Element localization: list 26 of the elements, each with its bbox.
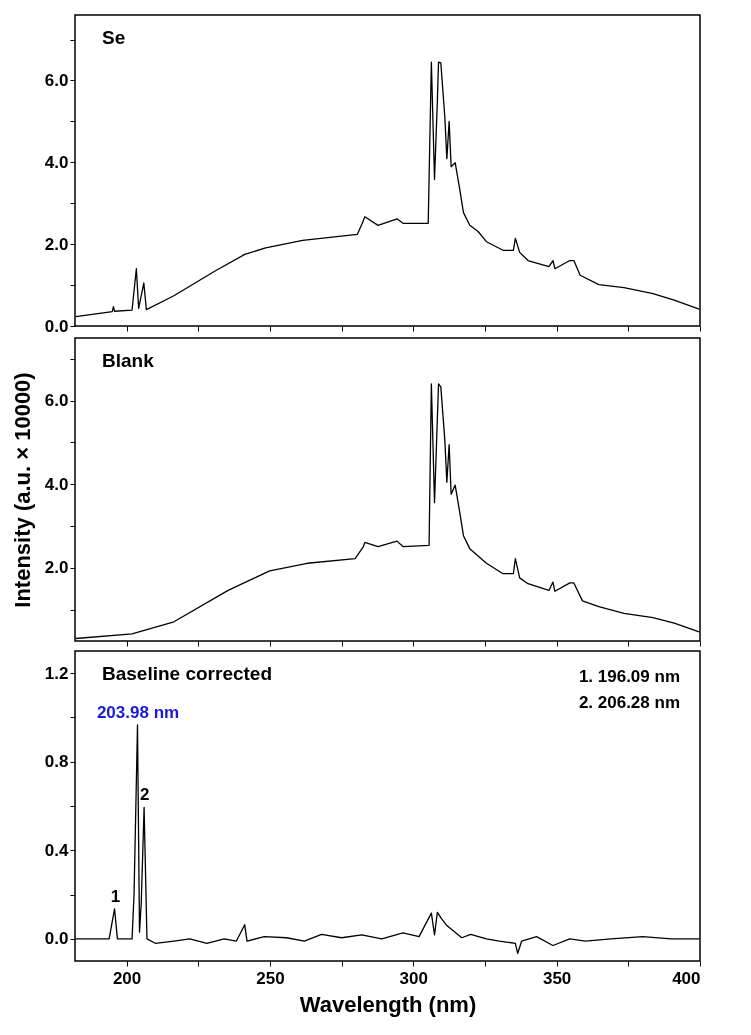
annotation: 2. 206.28 nm [578, 693, 680, 712]
x-axis-title: Wavelength (nm) [299, 991, 477, 1017]
annotation: 1 [110, 886, 121, 906]
y-tick-label: 6.0 [44, 70, 69, 90]
x-tick-label: 300 [399, 968, 428, 988]
y-tick-label: 4.0 [44, 474, 69, 494]
text: Se [102, 27, 126, 48]
x-tick-label: 400 [672, 968, 701, 988]
x-tick-label: 250 [256, 968, 285, 988]
y-tick-label: 0.8 [44, 752, 69, 772]
y-tick-label: 0.0 [44, 929, 69, 949]
y-tick-label: 0.0 [44, 316, 69, 336]
y-tick-label: 2.0 [44, 234, 69, 254]
y-tick-label: 4.0 [44, 152, 69, 172]
y-tick-label: 0.4 [44, 840, 70, 860]
y-tick-label: 1.2 [44, 663, 69, 683]
y-tick-label: 6.0 [44, 391, 69, 411]
text: Baseline corrected [102, 663, 273, 684]
y-axis-title: Intensity (a.u. × 10000) [9, 372, 35, 608]
annotation: 1. 196.09 nm [578, 667, 680, 686]
annotation: 203.98 nm [96, 702, 180, 722]
annotation: 2 [139, 785, 150, 805]
text: Blank [102, 350, 155, 371]
x-tick-label: 200 [112, 968, 142, 988]
y-tick-label: 2.0 [44, 558, 69, 578]
x-tick-label: 350 [542, 968, 572, 988]
